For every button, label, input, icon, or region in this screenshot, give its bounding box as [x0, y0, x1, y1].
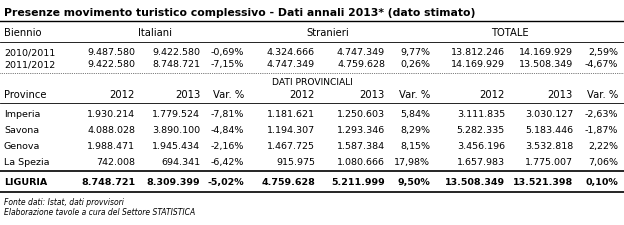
Text: -5,02%: -5,02%: [207, 177, 244, 186]
Text: 13.812.246: 13.812.246: [451, 48, 505, 57]
Text: 742.008: 742.008: [96, 157, 135, 166]
Text: LIGURIA: LIGURIA: [4, 177, 47, 186]
Text: 1.293.346: 1.293.346: [337, 126, 385, 134]
Text: 9,77%: 9,77%: [400, 48, 430, 57]
Text: 2012: 2012: [110, 90, 135, 99]
Text: TOTALE: TOTALE: [491, 28, 529, 38]
Text: 3.030.127: 3.030.127: [525, 110, 573, 119]
Text: 9,50%: 9,50%: [397, 177, 430, 186]
Text: Stranieri: Stranieri: [306, 28, 349, 38]
Text: 4.747.349: 4.747.349: [267, 60, 315, 69]
Text: 1.779.524: 1.779.524: [152, 110, 200, 119]
Text: 9.487.580: 9.487.580: [87, 48, 135, 57]
Text: Fonte dati: Istat, dati provvisori: Fonte dati: Istat, dati provvisori: [4, 197, 124, 206]
Text: DATI PROVINCIALI: DATI PROVINCIALI: [271, 78, 353, 87]
Text: 1.250.603: 1.250.603: [337, 110, 385, 119]
Text: 2013: 2013: [360, 90, 385, 99]
Text: -7,15%: -7,15%: [211, 60, 244, 69]
Text: 2,59%: 2,59%: [588, 48, 618, 57]
Text: Savona: Savona: [4, 126, 39, 134]
Text: 2012: 2012: [480, 90, 505, 99]
Text: Var. %: Var. %: [587, 90, 618, 99]
Text: 13.508.349: 13.508.349: [445, 177, 505, 186]
Text: Biennio: Biennio: [4, 28, 42, 38]
Text: 8,29%: 8,29%: [400, 126, 430, 134]
Text: -1,87%: -1,87%: [585, 126, 618, 134]
Text: 0,26%: 0,26%: [400, 60, 430, 69]
Text: 1.988.471: 1.988.471: [87, 141, 135, 150]
Text: -2,63%: -2,63%: [585, 110, 618, 119]
Text: 2011/2012: 2011/2012: [4, 60, 56, 69]
Text: 5.211.999: 5.211.999: [331, 177, 385, 186]
Text: 7,06%: 7,06%: [588, 157, 618, 166]
Text: -4,84%: -4,84%: [211, 126, 244, 134]
Text: -2,16%: -2,16%: [211, 141, 244, 150]
Text: 915.975: 915.975: [276, 157, 315, 166]
Text: 2013: 2013: [175, 90, 200, 99]
Text: -0,69%: -0,69%: [211, 48, 244, 57]
Text: -7,81%: -7,81%: [211, 110, 244, 119]
Text: 3.456.196: 3.456.196: [457, 141, 505, 150]
Text: -6,42%: -6,42%: [211, 157, 244, 166]
Text: 2013: 2013: [548, 90, 573, 99]
Text: 5.282.335: 5.282.335: [457, 126, 505, 134]
Text: 13.521.398: 13.521.398: [513, 177, 573, 186]
Text: 14.169.929: 14.169.929: [451, 60, 505, 69]
Text: 4.747.349: 4.747.349: [337, 48, 385, 57]
Text: 1.467.725: 1.467.725: [267, 141, 315, 150]
Text: 1.945.434: 1.945.434: [152, 141, 200, 150]
Text: 2,22%: 2,22%: [588, 141, 618, 150]
Text: Italiani: Italiani: [138, 28, 172, 38]
Text: Var. %: Var. %: [213, 90, 244, 99]
Text: 4.088.028: 4.088.028: [87, 126, 135, 134]
Text: 1.657.983: 1.657.983: [457, 157, 505, 166]
Text: -4,67%: -4,67%: [585, 60, 618, 69]
Text: La Spezia: La Spezia: [4, 157, 49, 166]
Text: Elaborazione tavole a cura del Settore STATISTICA: Elaborazione tavole a cura del Settore S…: [4, 207, 195, 216]
Text: 9.422.580: 9.422.580: [87, 60, 135, 69]
Text: 4.759.628: 4.759.628: [337, 60, 385, 69]
Text: 8.748.721: 8.748.721: [81, 177, 135, 186]
Text: 1.181.621: 1.181.621: [267, 110, 315, 119]
Text: 3.890.100: 3.890.100: [152, 126, 200, 134]
Text: 3.532.818: 3.532.818: [525, 141, 573, 150]
Text: 1.194.307: 1.194.307: [267, 126, 315, 134]
Text: 9.422.580: 9.422.580: [152, 48, 200, 57]
Text: 4.324.666: 4.324.666: [267, 48, 315, 57]
Text: 2012: 2012: [290, 90, 315, 99]
Text: 8.748.721: 8.748.721: [152, 60, 200, 69]
Text: 8,15%: 8,15%: [400, 141, 430, 150]
Text: 1.587.384: 1.587.384: [337, 141, 385, 150]
Text: 2010/2011: 2010/2011: [4, 48, 56, 57]
Text: 4.759.628: 4.759.628: [261, 177, 315, 186]
Text: Imperia: Imperia: [4, 110, 41, 119]
Text: 8.309.399: 8.309.399: [147, 177, 200, 186]
Text: Var. %: Var. %: [399, 90, 430, 99]
Text: Genova: Genova: [4, 141, 41, 150]
Text: 694.341: 694.341: [161, 157, 200, 166]
Text: 0,10%: 0,10%: [585, 177, 618, 186]
Text: 1.930.214: 1.930.214: [87, 110, 135, 119]
Text: 1.080.666: 1.080.666: [337, 157, 385, 166]
Text: 17,98%: 17,98%: [394, 157, 430, 166]
Text: 5,84%: 5,84%: [400, 110, 430, 119]
Text: 5.183.446: 5.183.446: [525, 126, 573, 134]
Text: 3.111.835: 3.111.835: [457, 110, 505, 119]
Text: Presenze movimento turistico complessivo - Dati annali 2013* (dato stimato): Presenze movimento turistico complessivo…: [4, 8, 475, 18]
Text: 1.775.007: 1.775.007: [525, 157, 573, 166]
Text: 13.508.349: 13.508.349: [519, 60, 573, 69]
Text: Province: Province: [4, 90, 47, 99]
Text: 14.169.929: 14.169.929: [519, 48, 573, 57]
